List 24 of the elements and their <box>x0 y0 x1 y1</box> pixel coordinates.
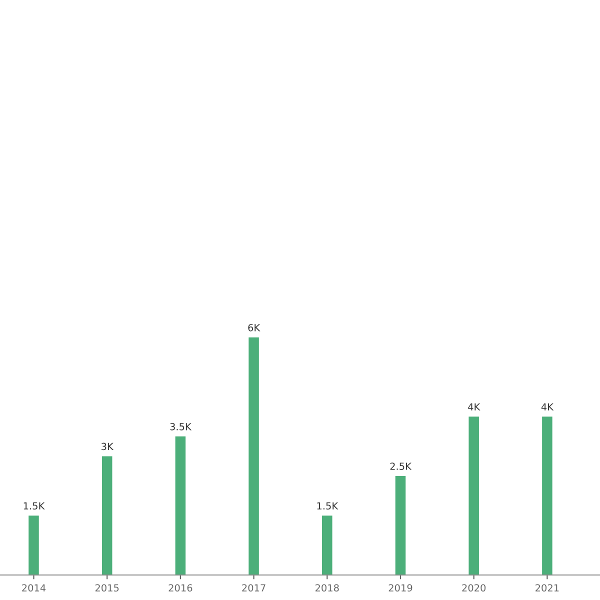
bar <box>395 476 406 575</box>
bar <box>248 337 259 575</box>
x-tick-label: 2020 <box>462 584 486 592</box>
bar <box>28 516 39 575</box>
x-tick-label: 2016 <box>168 584 192 592</box>
bar <box>468 416 479 575</box>
x-tick-label: 2019 <box>388 584 412 592</box>
x-tick-label: 2018 <box>315 584 339 592</box>
x-tick-label: 2017 <box>242 584 266 592</box>
data-label: 4K <box>541 403 554 410</box>
x-tick-label: 2021 <box>536 584 559 592</box>
data-label: 1.5K <box>24 502 45 510</box>
bar <box>175 436 186 575</box>
data-label: 3.5K <box>170 422 192 430</box>
x-tick-label: 2015 <box>95 584 119 592</box>
bar <box>322 516 332 575</box>
bar <box>542 416 552 575</box>
data-label: 3K <box>102 442 114 450</box>
data-label: 1.5K <box>317 502 338 510</box>
data-label: 4K <box>468 403 480 410</box>
bar <box>102 456 112 575</box>
data-label: 6K <box>248 324 260 332</box>
x-tick-label: 2014 <box>22 584 46 592</box>
data-label: 2.5K <box>390 462 412 470</box>
